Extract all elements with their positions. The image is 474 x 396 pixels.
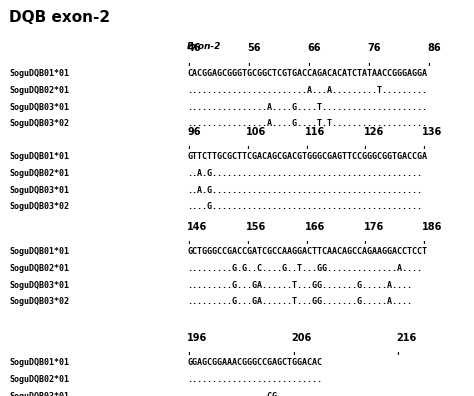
Text: ....G..........................................: ....G...................................… — [187, 202, 422, 211]
Text: SoguDQB01*01: SoguDQB01*01 — [9, 152, 70, 162]
Text: ': ' — [367, 62, 370, 72]
Text: 216: 216 — [396, 333, 416, 343]
Text: SoguDQB03*01: SoguDQB03*01 — [9, 103, 70, 112]
Text: ': ' — [246, 240, 249, 250]
Text: SoguDQB02*01: SoguDQB02*01 — [9, 169, 70, 178]
Text: ..A.G..........................................: ..A.G...................................… — [187, 169, 422, 178]
Text: 166: 166 — [305, 222, 325, 232]
Text: 76: 76 — [367, 44, 381, 53]
Text: SoguDQB02*01: SoguDQB02*01 — [9, 264, 70, 273]
Text: 186: 186 — [422, 222, 443, 232]
Text: ': ' — [307, 62, 310, 72]
Text: ': ' — [427, 62, 430, 72]
Text: GCTGGGCCGACCGATCGCCAAGGACTTCAACAGCCAGAAGGACCTCCT: GCTGGGCCGACCGATCGCCAAGGACTTCAACAGCCAGAAG… — [187, 248, 427, 257]
Text: 126: 126 — [364, 127, 384, 137]
Text: 176: 176 — [364, 222, 384, 232]
Text: 196: 196 — [187, 333, 208, 343]
Text: .........G...GA......T...GG.......G.....A....: .........G...GA......T...GG.......G.....… — [187, 281, 412, 290]
Text: ': ' — [305, 240, 308, 250]
Text: 206: 206 — [292, 333, 312, 343]
Text: GGAGCGGAAACGGGCCGAGCTGGACAC: GGAGCGGAAACGGGCCGAGCTGGACAC — [187, 358, 322, 367]
Text: 116: 116 — [305, 127, 325, 137]
Text: SoguDQB03*02: SoguDQB03*02 — [9, 297, 70, 307]
Text: ': ' — [187, 240, 190, 250]
Text: ': ' — [305, 145, 308, 155]
Text: SoguDQB02*01: SoguDQB02*01 — [9, 375, 70, 384]
Text: ': ' — [396, 351, 399, 361]
Text: 46: 46 — [187, 44, 201, 53]
Text: 96: 96 — [187, 127, 201, 137]
Text: ': ' — [187, 145, 190, 155]
Text: 86: 86 — [427, 44, 441, 53]
Text: ................CG.......: ................CG....... — [187, 392, 312, 396]
Text: SoguDQB01*01: SoguDQB01*01 — [9, 69, 70, 78]
Text: 66: 66 — [307, 44, 321, 53]
Text: ': ' — [187, 62, 190, 72]
Text: 106: 106 — [246, 127, 266, 137]
Text: ': ' — [422, 145, 425, 155]
Text: SoguDQB03*01: SoguDQB03*01 — [9, 186, 70, 195]
Text: GTTCTTGCGCTTCGACAGCGACGTGGGCGAGTTCCGGGCGGTGACCGA: GTTCTTGCGCTTCGACAGCGACGTGGGCGAGTTCCGGGCG… — [187, 152, 427, 162]
Text: ................A....G....T.T...................: ................A....G....T.T...........… — [187, 119, 427, 128]
Text: 136: 136 — [422, 127, 443, 137]
Text: ': ' — [364, 145, 366, 155]
Text: ': ' — [364, 240, 366, 250]
Text: ..A.G..........................................: ..A.G...................................… — [187, 186, 422, 195]
Text: ': ' — [247, 62, 250, 72]
Text: ': ' — [292, 351, 294, 361]
Text: Exon-2: Exon-2 — [187, 42, 222, 51]
Text: 156: 156 — [246, 222, 266, 232]
Text: 146: 146 — [187, 222, 208, 232]
Text: SoguDQB03*02: SoguDQB03*02 — [9, 119, 70, 128]
Text: SoguDQB01*01: SoguDQB01*01 — [9, 358, 70, 367]
Text: ': ' — [246, 145, 249, 155]
Text: ': ' — [422, 240, 425, 250]
Text: .........G.G..C....G..T...GG..............A....: .........G.G..C....G..T...GG............… — [187, 264, 422, 273]
Text: CACGGAGCGGGTGCGGCTCGTGACCAGACACATCTATAACCGGGAGGA: CACGGAGCGGGTGCGGCTCGTGACCAGACACATCTATAAC… — [187, 69, 427, 78]
Text: ': ' — [187, 351, 190, 361]
Text: 56: 56 — [247, 44, 261, 53]
Text: ................A....G....T.....................: ................A....G....T.............… — [187, 103, 427, 112]
Text: SoguDQB02*01: SoguDQB02*01 — [9, 86, 70, 95]
Text: DQB exon-2: DQB exon-2 — [9, 10, 110, 25]
Text: ...........................: ........................... — [187, 375, 322, 384]
Text: SoguDQB01*01: SoguDQB01*01 — [9, 248, 70, 257]
Text: ........................A...A.........T.........: ........................A...A.........T.… — [187, 86, 427, 95]
Text: .........G...GA......T...GG.......G.....A....: .........G...GA......T...GG.......G.....… — [187, 297, 412, 307]
Text: SoguDQB03*01: SoguDQB03*01 — [9, 281, 70, 290]
Text: SoguDQB03*02: SoguDQB03*02 — [9, 202, 70, 211]
Text: SoguDQB03*01: SoguDQB03*01 — [9, 392, 70, 396]
